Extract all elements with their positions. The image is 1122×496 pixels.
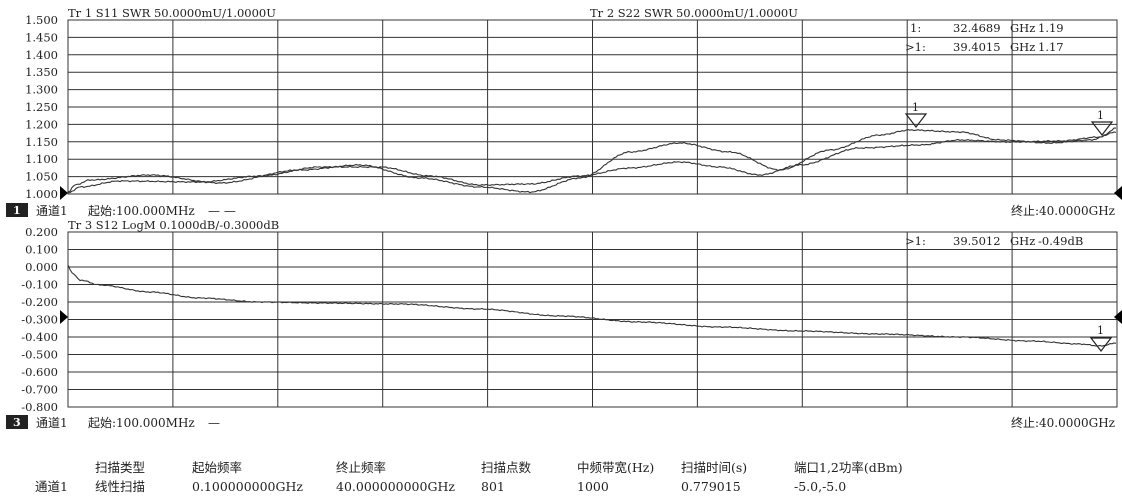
trace-s11-line [67, 129, 1117, 194]
bottom-y-tick-label: -0.800 [21, 400, 58, 414]
channel-1-badge-box[interactable] [6, 203, 28, 217]
trace2-header[interactable]: Tr 2 S22 SWR 50.0000mU/1.0000U [590, 6, 798, 20]
bottom-y-tick-label: -0.600 [21, 365, 58, 379]
reference-right-arrow-icon[interactable] [1114, 310, 1122, 324]
top-y-axis: 1.500 1.450 1.400 1.350 1.300 1.250 1.200 1.150… [25, 13, 58, 201]
sweep-value-points[interactable]: 801 [481, 479, 505, 494]
channel-1-stop: 终止:40.0000GHz [1011, 203, 1115, 218]
top-y-tick-label: 1.350 [25, 65, 58, 79]
channel-3-label: 通道1 [36, 416, 68, 430]
trace-s12-line [67, 264, 1117, 347]
sweep-header-time: 扫描时间(s) [681, 460, 747, 475]
channel-1-label: 通道1 [36, 204, 68, 218]
marker-2-value: 1.17 [1038, 40, 1064, 54]
top-y-tick-label: 1.200 [25, 117, 58, 131]
marker-2-triangle[interactable]: 1 [1090, 109, 1114, 136]
marker-1-triangle[interactable]: 1 [904, 101, 928, 128]
sweep-value-ifbw[interactable]: 1000 [577, 479, 609, 494]
marker-2-label: >1: [905, 40, 926, 54]
top-y-tick-label: 1.500 [25, 13, 58, 27]
trace1-header[interactable]: Tr 1 S11 SWR 50.0000mU/1.0000U [68, 6, 276, 20]
sweep-value-start[interactable]: 0.100000000GHz [192, 479, 303, 494]
marker-1-label: 1: [910, 21, 921, 35]
top-marker-table[interactable]: 1: 32.4689 GHz 1.19 >1: 39.4015 GHz 1.17 [905, 21, 1064, 54]
marker-triangle-icon [1089, 337, 1113, 352]
reference-left-arrow-icon[interactable] [60, 186, 68, 200]
top-y-tick-label: 1.450 [25, 30, 58, 44]
marker-1-freq: 32.4689 [953, 21, 1001, 35]
bottom-marker-table[interactable]: >1: 39.5012 GHz -0.49dB [905, 234, 1083, 248]
top-y-tick-label: 1.250 [25, 100, 58, 114]
sweep-header-points: 扫描点数 [481, 460, 532, 475]
sweep-value-power[interactable]: -5.0,-5.0 [794, 479, 846, 494]
marker-2-freq: 39.4015 [953, 40, 1001, 54]
top-y-tick-label: 1.000 [25, 187, 58, 201]
channel-3-trace-swatch: — [208, 416, 220, 430]
marker-triangle-icon [904, 113, 928, 128]
sweep-settings-table: 扫描类型 起始频率 终止频率 扫描点数 中频带宽(Hz) 扫描时间(s) 端口1… [35, 460, 903, 494]
marker-2-tag: 1 [1097, 109, 1104, 122]
marker-2-unit: GHz [1010, 40, 1035, 54]
bottom-y-tick-label: -0.100 [21, 278, 58, 292]
channel-3-badge: 3 [13, 416, 21, 429]
sweep-header-power: 端口1,2功率(dBm) [794, 460, 903, 475]
sweep-row-label: 通道1 [35, 479, 68, 494]
reference-left-arrow-icon[interactable] [60, 310, 68, 324]
bottom-y-tick-label: -0.200 [21, 295, 58, 309]
marker-3-value: -0.49dB [1038, 234, 1083, 248]
bottom-grid [68, 232, 1117, 407]
bottom-panel: 0.200 0.100 0.000 -0.100 -0.200 -0.300 -0.400 -… [6, 218, 1122, 430]
top-y-tick-label: 1.300 [25, 83, 58, 97]
trace3-header[interactable]: Tr 3 S12 LogM 0.1000dB/-0.3000dB [68, 218, 279, 232]
marker-3-label: >1: [905, 234, 926, 248]
channel-1-start: 起始:100.000MHz [88, 204, 195, 218]
sweep-header-ifbw: 中频带宽(Hz) [577, 460, 654, 475]
sweep-value-type[interactable]: 线性扫描 [95, 479, 145, 494]
bottom-y-tick-label: 0.200 [25, 225, 58, 239]
bottom-y-tick-label: -0.500 [21, 348, 58, 362]
top-panel: 1.500 1.450 1.400 1.350 1.300 1.250 1.200 1.150… [6, 6, 1122, 218]
sweep-header-stop: 终止频率 [336, 460, 386, 475]
bottom-y-axis: 0.200 0.100 0.000 -0.100 -0.200 -0.300 -0.400 -… [21, 225, 58, 414]
marker-3-unit: GHz [1010, 234, 1035, 248]
channel-3-stop: 终止:40.0000GHz [1011, 415, 1115, 430]
marker-triangle-icon [1090, 121, 1114, 136]
bottom-y-tick-label: 0.000 [25, 260, 58, 274]
top-y-tick-label: 1.100 [25, 152, 58, 166]
sweep-value-stop[interactable]: 40.000000000GHz [336, 479, 455, 494]
reference-right-arrow-icon[interactable] [1114, 186, 1122, 200]
top-y-tick-label: 1.400 [25, 48, 58, 62]
bottom-y-tick-label: 0.100 [25, 243, 58, 257]
bottom-y-tick-label: -0.300 [21, 313, 58, 327]
sweep-header-type: 扫描类型 [95, 460, 145, 475]
marker-3-tag: 1 [1097, 324, 1104, 337]
channel-3-start: 起始:100.000MHz [88, 416, 195, 430]
bottom-y-tick-label: -0.700 [21, 383, 58, 397]
channel-3-badge-box[interactable] [6, 415, 28, 429]
top-y-tick-label: 1.050 [25, 170, 58, 184]
marker-1-value: 1.19 [1038, 21, 1064, 35]
marker-3-triangle[interactable]: 1 [1089, 324, 1113, 352]
top-y-tick-label: 1.150 [25, 135, 58, 149]
top-grid [68, 20, 1117, 194]
trace-s22-line [67, 127, 1117, 194]
bottom-y-tick-label: -0.400 [21, 330, 58, 344]
top-plot-frame [67, 19, 1118, 195]
marker-1-tag: 1 [912, 101, 919, 114]
marker-3-freq: 39.5012 [953, 234, 1001, 248]
sweep-value-time[interactable]: 0.779015 [681, 479, 741, 494]
marker-1-unit: GHz [1010, 21, 1035, 35]
channel-1-trace-swatch: — — [208, 204, 236, 218]
channel-1-badge: 1 [13, 204, 21, 217]
sweep-header-start: 起始频率 [192, 460, 242, 475]
